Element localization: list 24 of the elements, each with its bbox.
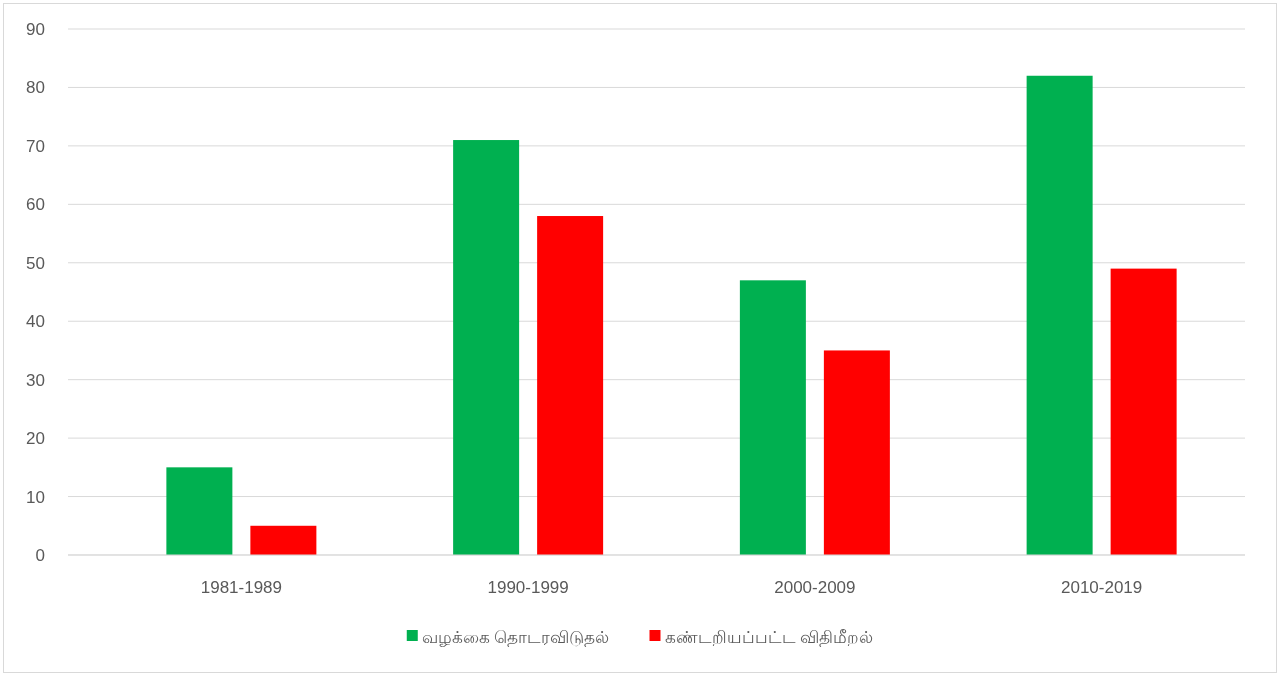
y-tick-label: 60 — [26, 195, 45, 215]
x-tick-label: 2000-2009 — [774, 578, 856, 597]
y-tick-label: 0 — [35, 546, 45, 565]
y-tick-label: 10 — [26, 487, 45, 507]
y-tick-label: 70 — [26, 136, 45, 156]
x-tick-label: 1990-1999 — [487, 578, 569, 597]
bar — [166, 467, 233, 555]
bar — [1110, 268, 1177, 555]
bar — [739, 280, 806, 555]
y-tick-label: 90 — [26, 20, 45, 39]
legend-label: வழக்கை தொடரவிடுதல் — [421, 628, 610, 647]
bar — [1026, 75, 1093, 555]
y-tick-label: 20 — [26, 429, 45, 449]
y-tick-label: 40 — [26, 312, 45, 332]
y-tick-label: 80 — [26, 78, 45, 98]
x-tick-label: 1981-1989 — [200, 578, 283, 597]
y-tick-label: 50 — [26, 253, 45, 273]
bar — [453, 140, 520, 555]
legend-label: கண்டறியப்பட்ட விதிமீறல் — [664, 628, 874, 647]
bar — [823, 350, 890, 555]
bar — [250, 525, 317, 555]
y-tick-label: 30 — [26, 370, 45, 390]
x-tick-label: 2010-2019 — [1060, 578, 1143, 597]
bar — [537, 216, 604, 555]
